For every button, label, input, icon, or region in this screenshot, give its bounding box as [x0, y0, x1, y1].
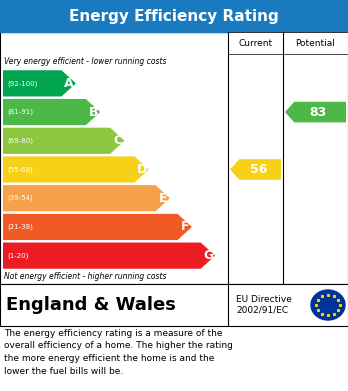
Polygon shape — [3, 156, 149, 183]
Text: (21-38): (21-38) — [7, 224, 33, 230]
Text: (69-80): (69-80) — [7, 138, 33, 144]
Text: B: B — [89, 106, 98, 118]
Text: (92-100): (92-100) — [7, 80, 37, 87]
Text: England & Wales: England & Wales — [6, 296, 176, 314]
Bar — [283, 32, 348, 54]
Text: EU Directive: EU Directive — [236, 296, 292, 305]
Polygon shape — [230, 159, 281, 180]
Text: 83: 83 — [310, 106, 327, 118]
Text: Current: Current — [238, 38, 272, 47]
Text: Very energy efficient - lower running costs: Very energy efficient - lower running co… — [4, 57, 166, 66]
Text: (55-68): (55-68) — [7, 166, 33, 173]
Text: F: F — [181, 221, 189, 233]
Text: G: G — [203, 249, 213, 262]
Polygon shape — [3, 99, 100, 125]
Text: (1-20): (1-20) — [7, 253, 29, 259]
Text: Energy Efficiency Rating: Energy Efficiency Rating — [69, 9, 279, 23]
Text: E: E — [159, 192, 167, 205]
Bar — [0, 284, 348, 326]
Polygon shape — [285, 102, 346, 122]
Text: 56: 56 — [250, 163, 267, 176]
Text: A: A — [64, 77, 74, 90]
Ellipse shape — [311, 290, 345, 320]
Text: The energy efficiency rating is a measure of the
overall efficiency of a home. T: The energy efficiency rating is a measur… — [4, 329, 233, 375]
Text: (39-54): (39-54) — [7, 195, 33, 201]
Polygon shape — [3, 242, 215, 269]
Polygon shape — [3, 214, 192, 240]
Text: 2002/91/EC: 2002/91/EC — [236, 305, 288, 314]
Text: Not energy efficient - higher running costs: Not energy efficient - higher running co… — [4, 272, 166, 281]
Polygon shape — [3, 185, 170, 211]
Bar — [0, 32, 348, 284]
Text: C: C — [113, 134, 122, 147]
Bar — [0, 0, 348, 32]
Bar — [228, 32, 283, 54]
Polygon shape — [3, 70, 76, 97]
Polygon shape — [3, 128, 125, 154]
Text: Potential: Potential — [295, 38, 335, 47]
Text: D: D — [137, 163, 147, 176]
Text: (81-91): (81-91) — [7, 109, 33, 115]
